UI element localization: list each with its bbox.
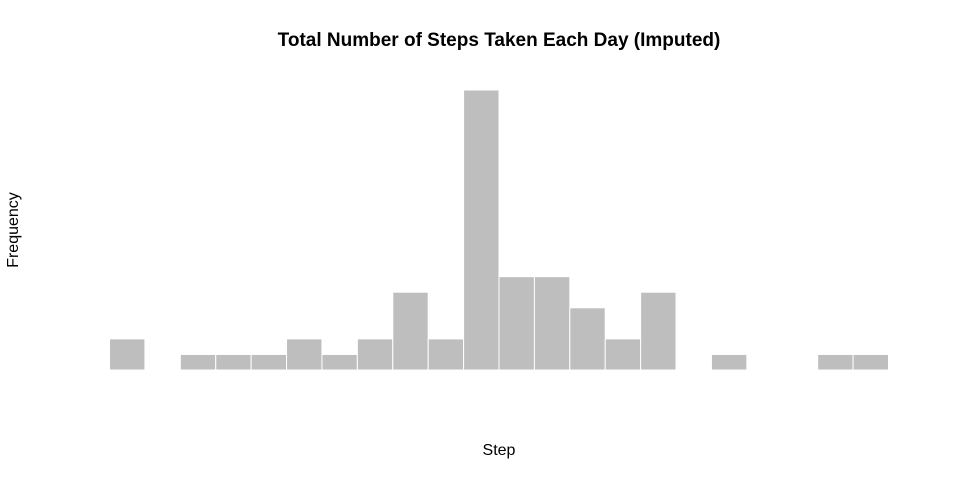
histogram-bar [109, 338, 146, 371]
histogram-bar [533, 276, 571, 371]
histogram-bar [569, 307, 606, 371]
bars-group [109, 89, 890, 371]
chart-title: Total Number of Steps Taken Each Day (Im… [278, 30, 721, 51]
histogram-bar [215, 353, 252, 371]
histogram-bar [356, 338, 394, 371]
histogram-bar [640, 291, 677, 371]
histogram-bar [427, 338, 465, 371]
histogram-bar [817, 353, 854, 371]
histogram-bar [321, 353, 358, 371]
x-axis-label: Step [483, 442, 516, 459]
histogram-bar [498, 276, 535, 371]
histogram-bar [852, 353, 890, 371]
histogram-bar [250, 353, 288, 371]
histogram-bar [392, 291, 429, 371]
histogram-bar [710, 353, 748, 371]
y-axis-label: Frequency [5, 192, 22, 268]
histogram-bar [463, 89, 500, 371]
histogram-bar [604, 338, 642, 371]
histogram-bar [286, 338, 323, 371]
histogram-bar [179, 353, 217, 371]
